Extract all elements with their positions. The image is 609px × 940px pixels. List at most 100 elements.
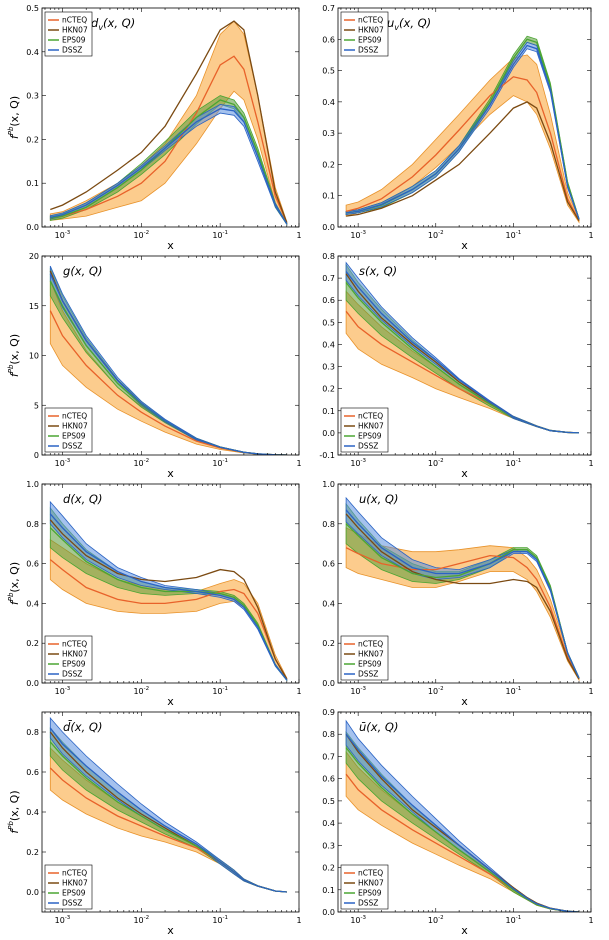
y-tick-label: 0.6 — [26, 768, 39, 777]
x-tick-label-base: 1 — [588, 231, 593, 240]
y-axis-label-sup: Pb — [7, 592, 15, 601]
legend-label-hkn07: HKN07 — [358, 26, 384, 35]
panel-title-main: ū — [359, 720, 366, 734]
legend-label-text: HKN07 — [62, 422, 88, 431]
y-tick-label-text: 0.0 — [322, 908, 335, 917]
y-tick-label-text: 0.6 — [322, 296, 335, 305]
x-tick-label-exp: -3 — [361, 458, 367, 464]
y-tick-label: 0.6 — [26, 560, 39, 569]
x-tick-label: 10-3 — [55, 915, 71, 925]
x-tick-label: 10-1 — [506, 686, 522, 696]
chart-panel: 10-3 10-2 10-1 10.00.10.20.30.40.50.60.7xuv… — [322, 4, 593, 252]
legend-label-text: nCTEQ — [62, 412, 87, 421]
x-tick-label-base: 1 — [588, 687, 593, 696]
y-tick-label-text: 10 — [29, 352, 39, 361]
y-tick-label: 0.2 — [26, 639, 39, 648]
x-tick-label: 1 — [296, 231, 301, 240]
y-tick-label: 0.8 — [322, 252, 335, 261]
x-tick-label-base: 10 — [506, 231, 516, 240]
x-tick-label-exp: -1 — [223, 915, 228, 921]
y-tick-label-text: 0.4 — [322, 98, 335, 107]
legend-label-eps09: EPS09 — [358, 36, 382, 45]
legend-label-ncteq: nCTEQ — [358, 16, 383, 25]
y-tick-label-text: 0.6 — [26, 560, 39, 569]
y-tick-label-text: 0.5 — [26, 4, 39, 13]
y-tick-label: 0.5 — [26, 4, 39, 13]
legend-label-hkn07: HKN07 — [62, 879, 88, 888]
y-tick-label: 0.3 — [322, 129, 335, 138]
x-tick-label-exp: -3 — [65, 686, 71, 692]
legend-label-ncteq: nCTEQ — [358, 412, 383, 421]
panel-title: s(x, Q) — [359, 264, 397, 278]
panel-title: ū(x, Q) — [359, 720, 398, 734]
y-tick-label-text: 0.4 — [26, 48, 39, 57]
y-tick-label-text: 0.2 — [26, 135, 39, 144]
panel-title-args: (x, Q) — [70, 720, 102, 734]
x-tick-label-exp: -1 — [223, 458, 228, 464]
y-tick-label-text: 0.1 — [322, 407, 335, 416]
y-tick-label: 0.1 — [322, 886, 335, 895]
x-tick-label-base: 10 — [55, 459, 65, 468]
y-tick-label-text: 1.0 — [322, 480, 335, 489]
line-hkn07 — [50, 20, 288, 223]
y-tick-label: 0.2 — [26, 848, 39, 857]
y-axis-label-args: (x, Q) — [8, 96, 21, 127]
y-tick-label: 0.1 — [322, 192, 335, 201]
line-dssz — [345, 509, 580, 679]
x-tick-label-exp: -3 — [361, 230, 367, 236]
panel-title: d(x, Q) — [63, 492, 102, 506]
y-tick-label-text: 0.4 — [26, 599, 39, 608]
y-tick-label-text: 0.1 — [322, 192, 335, 201]
axes-frame — [337, 711, 592, 913]
y-tick-label: 0.5 — [322, 318, 335, 327]
legend-label-dssz: DSSZ — [358, 899, 378, 908]
x-tick-label-exp: -2 — [144, 458, 149, 464]
x-tick-label-exp: -1 — [516, 458, 521, 464]
legend-label-hkn07: HKN07 — [358, 879, 384, 888]
y-tick-label: 0.4 — [322, 599, 335, 608]
legend-label-hkn07: HKN07 — [62, 26, 88, 35]
line-dssz — [49, 513, 288, 681]
legend-label-text: nCTEQ — [358, 412, 383, 421]
line-dssz — [50, 108, 288, 225]
x-tick-label-base: 10 — [428, 687, 438, 696]
legend-label-hkn07: HKN07 — [358, 650, 384, 659]
chart-panel: 10-3 10-2 10-1 10.00.20.40.60.81.0xu(x, Q)n… — [322, 480, 593, 708]
y-tick-label: 0.0 — [322, 679, 335, 688]
legend-label-text: EPS09 — [358, 660, 382, 669]
panel-title: d̄(x, Q) — [63, 720, 102, 734]
y-tick-label: 0.0 — [26, 223, 39, 232]
x-tick-label: 10-3 — [350, 915, 366, 925]
x-tick-label-exp: -1 — [516, 230, 521, 236]
x-tick-label: 10-2 — [133, 458, 149, 468]
y-axis-label-args: (x, Q) — [8, 790, 21, 821]
axes-frame — [41, 7, 300, 228]
y-tick-label: 0.4 — [26, 599, 39, 608]
y-tick-label-text: 0 — [34, 451, 39, 460]
line-dssz — [346, 44, 580, 220]
y-tick-label-text: 0.0 — [322, 223, 335, 232]
legend-label-text: HKN07 — [358, 879, 384, 888]
y-tick-label-text: 0.6 — [322, 775, 335, 784]
legend-label-text: DSSZ — [358, 899, 378, 908]
y-tick-label-text: 0.0 — [26, 888, 39, 897]
y-tick-label-text: -0.1 — [319, 451, 335, 460]
y-tick-label: -0.1 — [319, 451, 335, 460]
legend-box — [340, 11, 389, 57]
x-tick-label: 10-1 — [212, 230, 228, 240]
x-tick-label-exp: -3 — [65, 230, 71, 236]
legend-label-text: HKN07 — [62, 879, 88, 888]
y-tick-label: 0.0 — [322, 908, 335, 917]
y-tick-label-text: 0.3 — [322, 841, 335, 850]
y-axis-label: fPb(x, Q) — [7, 334, 21, 377]
x-tick-label-base: 1 — [296, 916, 301, 925]
x-tick-label-exp: -3 — [361, 686, 367, 692]
y-axis-label-sup: Pb — [7, 821, 15, 830]
y-tick-label-text: 0.4 — [322, 819, 335, 828]
panel-title-main: u — [359, 492, 366, 506]
x-tick-label-base: 1 — [588, 459, 593, 468]
plot-area — [49, 716, 287, 893]
legend-label-text: DSSZ — [62, 442, 82, 451]
